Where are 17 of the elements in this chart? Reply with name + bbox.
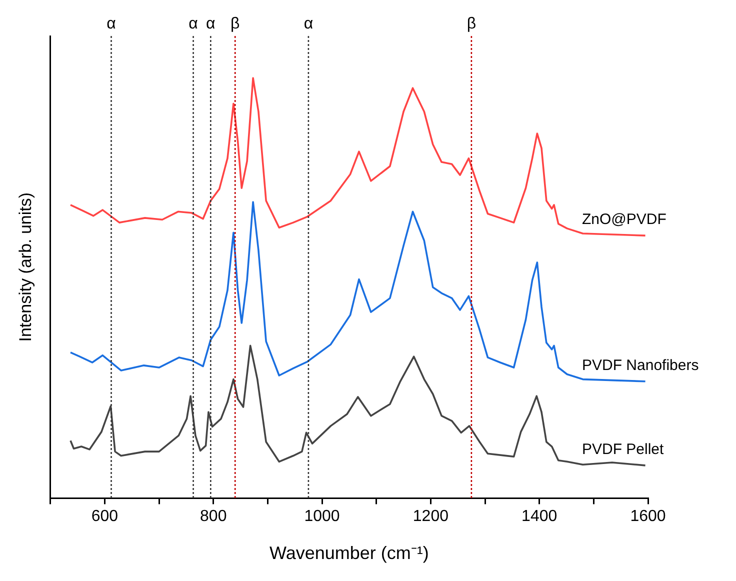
ref-line-label: α [106, 15, 116, 32]
ref-line-label: α [206, 15, 216, 32]
ref-line-label: α [188, 15, 198, 32]
ref-line-label: β [230, 15, 240, 32]
x-axis-title: Wavenumber (cm⁻¹) [270, 543, 429, 564]
series-label: ZnO@PVDF [582, 211, 666, 228]
series-label: PVDF Nanofibers [582, 357, 699, 374]
x-tick-label: 600 [91, 508, 118, 526]
series-label: PVDF Pellet [582, 441, 665, 458]
ref-line-label: α [304, 15, 314, 32]
x-tick-label: 800 [200, 508, 227, 526]
x-tick-label: 1400 [522, 508, 558, 526]
x-tick-label: 1600 [630, 508, 666, 526]
x-tick-label: 1000 [304, 508, 340, 526]
ref-line-label: β [466, 15, 476, 32]
x-tick-label: 1200 [412, 508, 449, 526]
y-axis-title: Intensity (arb. units) [16, 192, 35, 342]
